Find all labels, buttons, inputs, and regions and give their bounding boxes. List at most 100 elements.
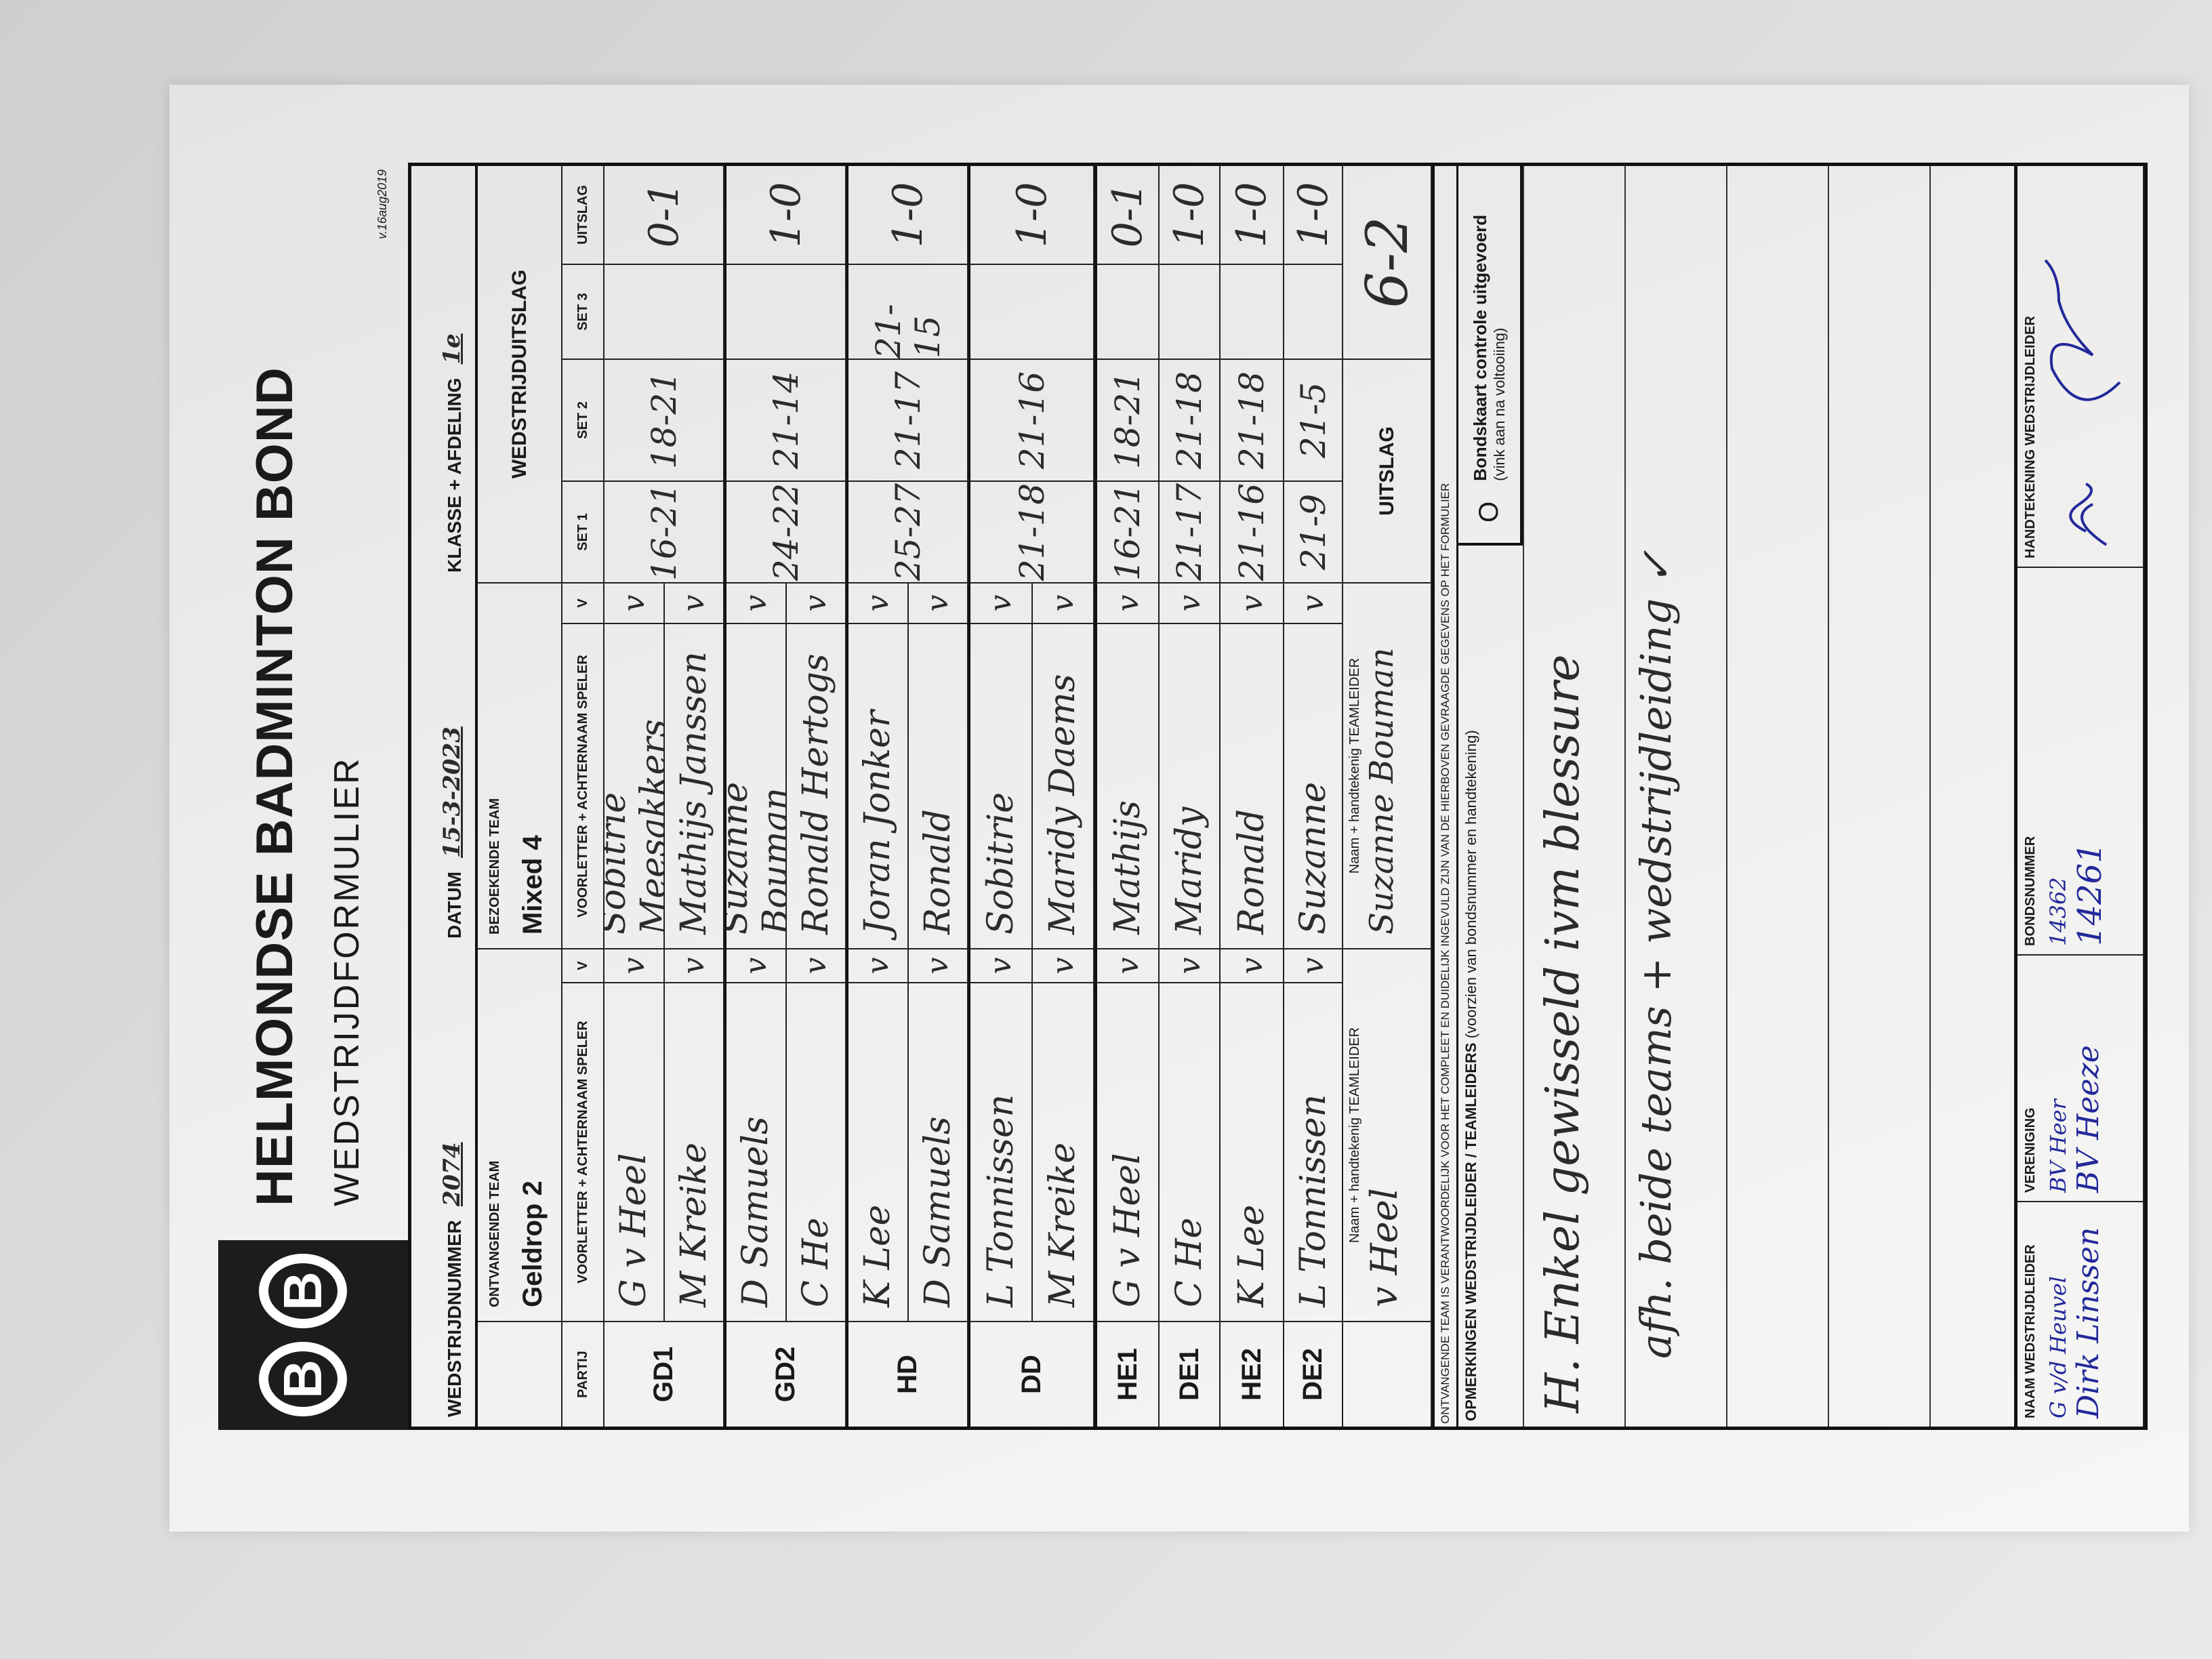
set2-score[interactable]: 21-5 [1284, 359, 1343, 480]
away-check-mark[interactable]: v [786, 582, 846, 623]
checkbox-circle-icon[interactable]: O [1474, 501, 1504, 523]
set2-score[interactable]: 21-18 [1160, 359, 1221, 480]
home-player[interactable]: M Kreike [1032, 982, 1094, 1321]
set2-score[interactable]: 21-18 [1221, 359, 1284, 480]
home-player[interactable]: G v Heel [605, 982, 665, 1321]
home-check-mark[interactable]: v [908, 948, 968, 982]
away-player[interactable]: Mathijs [1097, 623, 1160, 948]
away-check-mark[interactable]: v [1221, 582, 1284, 623]
away-check-mark[interactable]: v [1032, 582, 1094, 623]
home-check-mark[interactable]: v [1221, 948, 1284, 982]
away-check-mark[interactable]: v [1284, 582, 1343, 623]
home-check-mark[interactable]: v [786, 948, 846, 982]
away-check-mark[interactable]: v [848, 582, 909, 623]
home-player[interactable]: L Tonnissen [1284, 982, 1343, 1321]
set2-score[interactable]: 21-14 [726, 359, 846, 480]
away-check-mark[interactable]: v [970, 582, 1033, 623]
set2-score[interactable]: 18-21 [1097, 359, 1160, 480]
away-player[interactable]: Sobitrie Meesakkers [605, 623, 665, 948]
away-check-mark[interactable]: v [605, 582, 665, 623]
set3-score[interactable] [1160, 264, 1221, 359]
away-player[interactable]: Maridy [1160, 623, 1221, 948]
match-result[interactable]: 0-1 [605, 166, 724, 264]
away-player[interactable]: Suzanne [1284, 623, 1343, 948]
card-check-box[interactable]: O Bondskaart controle uitgevoerd (vink a… [1458, 166, 1523, 546]
set2-score[interactable]: 21-16 [970, 359, 1094, 480]
home-check-mark[interactable]: v [1284, 948, 1343, 982]
away-leader-cell[interactable]: Naam + handtekenig TEAMLEIDER Suzanne Bo… [1343, 582, 1432, 948]
set3-score[interactable] [605, 264, 724, 359]
home-leader-signature: v Heel [1363, 1188, 1406, 1307]
home-check-mark[interactable]: v [1032, 948, 1094, 982]
match-result[interactable]: 1-0 [1284, 166, 1343, 264]
set1-score[interactable]: 16-21 [1097, 480, 1160, 582]
away-player[interactable]: Suzanne Bouman [726, 623, 787, 948]
set3-score[interactable] [970, 264, 1094, 359]
home-player[interactable]: M Kreike [664, 982, 724, 1321]
match-result[interactable]: 1-0 [1160, 166, 1221, 264]
partij-label: GD1 [605, 1321, 724, 1427]
away-player[interactable]: Ronald Hertogs [786, 623, 846, 948]
away-player[interactable]: Mathijs Janssen [664, 623, 724, 948]
home-player[interactable]: C He [786, 982, 846, 1321]
set3-score[interactable] [1097, 264, 1160, 359]
away-player[interactable]: Maridy Daems [1032, 623, 1094, 948]
home-player[interactable]: D Samuels [726, 982, 787, 1321]
signature-cell[interactable]: HANDTEKENING WEDSTRIJDLEIDER [2018, 166, 2144, 567]
away-player[interactable]: Sobitrie [970, 623, 1033, 948]
match-result[interactable]: 0-1 [1097, 166, 1160, 264]
match-result[interactable]: 1-0 [1221, 166, 1284, 264]
set3-score[interactable]: 21-15 [848, 264, 968, 359]
set2-score[interactable]: 18-21 [605, 359, 724, 480]
match-result[interactable]: 1-0 [970, 166, 1094, 264]
set1-score[interactable]: 21-9 [1284, 480, 1343, 582]
set1-score[interactable]: 21-16 [1221, 480, 1284, 582]
match-result[interactable]: 1-0 [848, 166, 968, 264]
set1-score[interactable]: 21-18 [970, 480, 1094, 582]
away-check-mark[interactable]: v [1097, 582, 1160, 623]
away-check-mark[interactable]: v [726, 582, 787, 623]
home-player[interactable]: G v Heel [1097, 982, 1160, 1321]
away-team-cell[interactable]: BEZOEKENDE TEAM Mixed 4 [478, 582, 562, 948]
home-check-mark[interactable]: v [726, 948, 787, 982]
set1-score[interactable]: 25-27 [848, 480, 968, 582]
home-check-mark[interactable]: v [1097, 948, 1160, 982]
home-leader-label: Naam + handtekenig TEAMLEIDER [1347, 1027, 1362, 1244]
home-player[interactable]: L Tonnissen [970, 982, 1033, 1321]
meta-strip: WEDSTRIJDNUMMER 2074 DATUM 15-3-2023 KLASS… [411, 166, 478, 1427]
total-result-value[interactable]: 6-2 [1343, 166, 1432, 359]
away-player[interactable]: Ronald [1221, 623, 1284, 948]
home-check-mark[interactable]: v [664, 948, 724, 982]
home-leader-cell[interactable]: Naam + handtekenig TEAMLEIDER v Heel [1343, 948, 1432, 1321]
set1-score[interactable]: 21-17 [1160, 480, 1221, 582]
away-player[interactable]: Ronald [908, 623, 968, 948]
home-player[interactable]: K Lee [1221, 982, 1284, 1321]
home-check-mark[interactable]: v [848, 948, 909, 982]
set2-score[interactable]: 21-17 [848, 359, 968, 480]
match-number-field[interactable]: WEDSTRIJDNUMMER 2074 [411, 948, 475, 1427]
home-player[interactable]: K Lee [848, 982, 909, 1321]
member-number-cell[interactable]: BONDSNUMMER 14362 14261 [2018, 567, 2144, 954]
class-field[interactable]: KLASSE + AFDELING 1e [411, 166, 475, 582]
match-row: HD K Lee v Joran Jonker v D Samuels v Ronald v 25… [848, 166, 970, 1427]
home-team-cell[interactable]: ONTVANGENDE TEAM Geldrop 2 [478, 948, 562, 1321]
official-name-cell[interactable]: NAAM WEDSTRIJDLEIDER G v/d Heuvel Dirk L… [2018, 1201, 2144, 1427]
away-check-mark[interactable]: v [1160, 582, 1221, 623]
set3-score[interactable] [1284, 264, 1343, 359]
away-player[interactable]: Joran Jonker [848, 623, 909, 948]
date-field[interactable]: DATUM 15-3-2023 [411, 582, 475, 948]
home-player[interactable]: D Samuels [908, 982, 968, 1321]
remarks-area[interactable]: OPMERKINGEN WEDSTRIJDLEIDER / TEAMLEIDER… [1456, 163, 2018, 1430]
set3-score[interactable] [726, 264, 846, 359]
club-cell[interactable]: VERENIGING BV Heer BV Heeze [2018, 954, 2144, 1201]
set1-score[interactable]: 16-21 [605, 480, 724, 582]
home-check-mark[interactable]: v [605, 948, 665, 982]
home-check-mark[interactable]: v [970, 948, 1033, 982]
set1-score[interactable]: 24-22 [726, 480, 846, 582]
home-player[interactable]: C He [1160, 982, 1221, 1321]
match-result[interactable]: 1-0 [726, 166, 846, 264]
set3-score[interactable] [1221, 264, 1284, 359]
home-check-mark[interactable]: v [1160, 948, 1221, 982]
away-check-mark[interactable]: v [908, 582, 968, 623]
away-check-mark[interactable]: v [664, 582, 724, 623]
